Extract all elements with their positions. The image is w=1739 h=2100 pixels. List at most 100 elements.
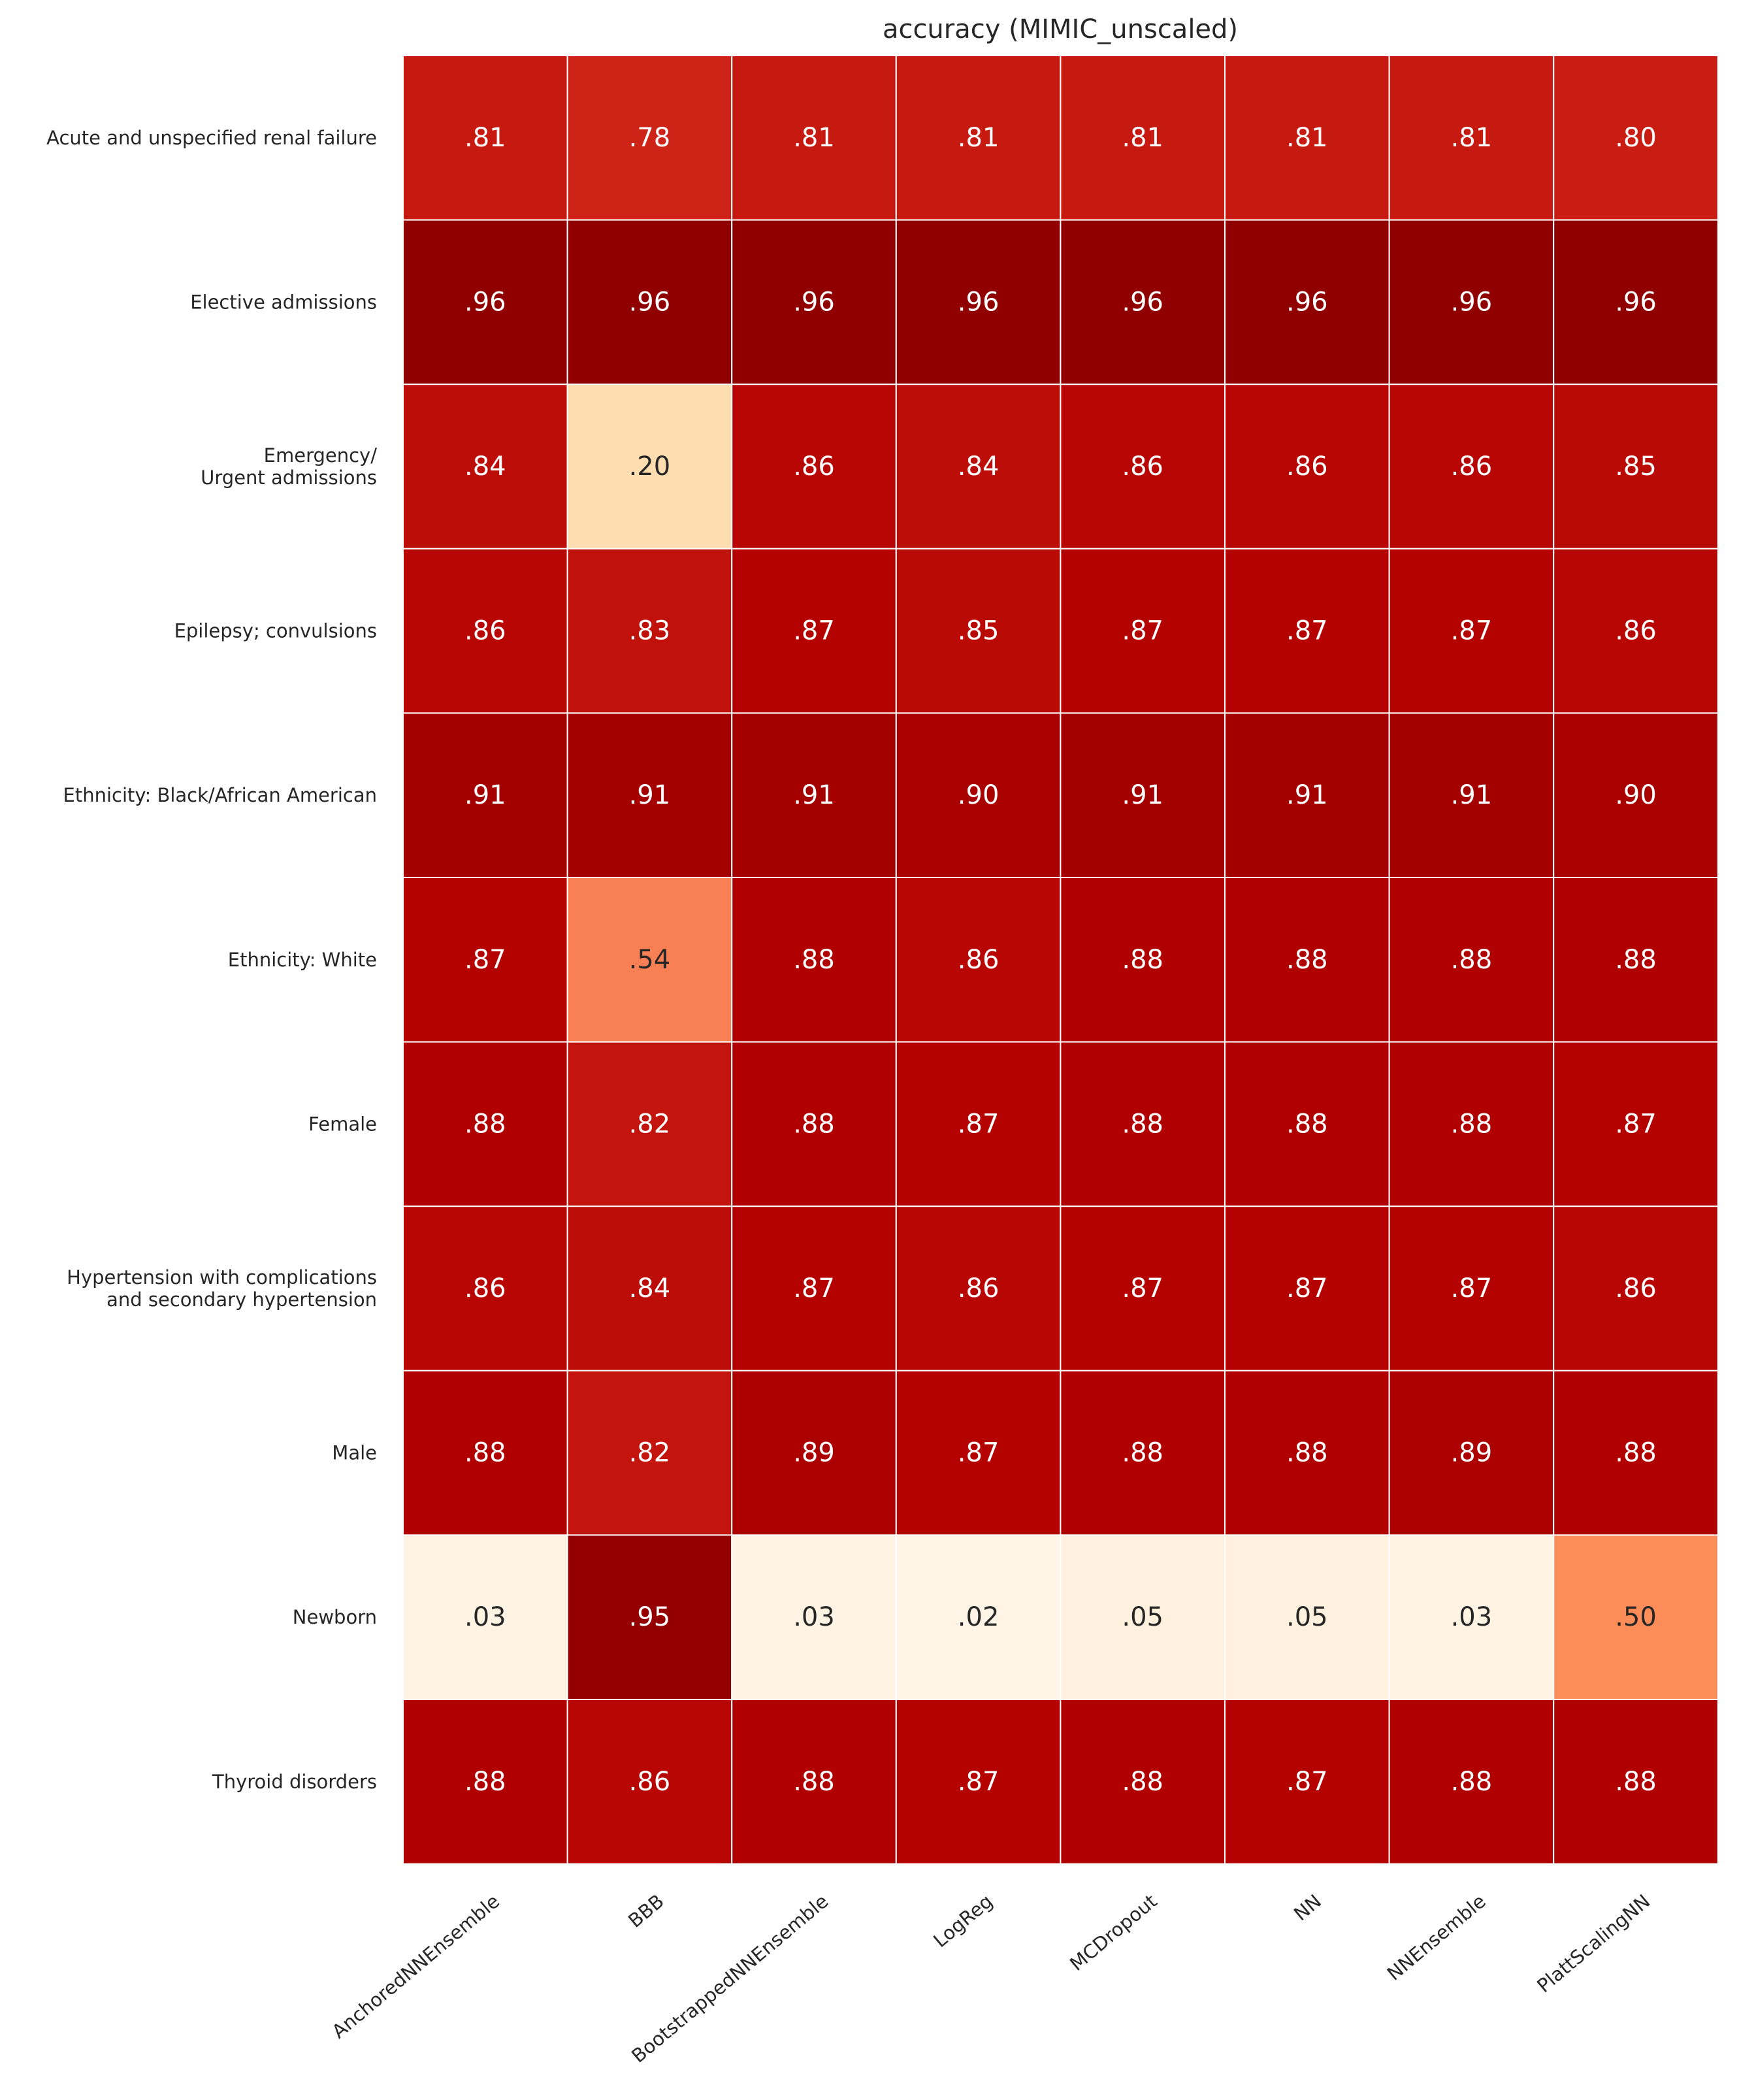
row-label: Acute and unspecified renal failure <box>46 127 377 149</box>
heatmap-cell <box>1553 712 1719 879</box>
cell-value-label: .88 <box>464 1767 506 1797</box>
cell-value-label: .86 <box>1122 451 1163 482</box>
heatmap-cell <box>402 1534 568 1700</box>
cell-value-label: .82 <box>629 1109 671 1139</box>
cell-value-label: .84 <box>958 451 1000 482</box>
cell-value-label: .87 <box>793 616 835 646</box>
cell-value-label: .78 <box>629 123 671 153</box>
heatmap-cell <box>895 712 1062 879</box>
cell-value-label: .54 <box>629 945 671 975</box>
row-label: Elective admissions <box>190 291 377 313</box>
cell-value-label: .80 <box>1615 123 1657 153</box>
cell-value-label: .81 <box>958 123 1000 153</box>
cell-value-label: .81 <box>464 123 506 153</box>
row-label: and secondary hypertension <box>106 1288 377 1311</box>
heatmap-cell <box>1388 1699 1555 1865</box>
heatmap-cell <box>731 712 897 879</box>
heatmap-cell <box>1388 712 1555 879</box>
heatmap-cell <box>1553 219 1719 386</box>
cell-value-label: .02 <box>958 1602 1000 1632</box>
heatmap-cell <box>1553 55 1719 221</box>
heatmap-cell <box>1553 1206 1719 1371</box>
column-label: NN <box>1290 1890 1325 1925</box>
cell-value-label: .87 <box>958 1767 1000 1797</box>
heatmap-cell <box>1060 384 1226 550</box>
row-label: Hypertension with complications <box>67 1266 377 1288</box>
heatmap-cell <box>566 1534 733 1700</box>
heatmap-cell <box>566 384 733 550</box>
cell-value-label: .91 <box>629 780 671 810</box>
heatmap-cell <box>1060 219 1226 386</box>
cell-value-label: .90 <box>958 780 1000 810</box>
heatmap-cell <box>1388 219 1555 386</box>
heatmap-cell <box>566 1041 733 1207</box>
heatmap-cell <box>1388 384 1555 550</box>
cell-value-label: .03 <box>464 1602 506 1632</box>
heatmap-cell <box>1553 384 1719 550</box>
cell-value-label: .87 <box>1286 1273 1328 1304</box>
heatmap-cell <box>731 1534 897 1700</box>
heatmap-cell <box>1388 1370 1555 1536</box>
cell-value-label: .96 <box>629 287 671 317</box>
cell-value-label: .05 <box>1122 1602 1163 1632</box>
cell-value-label: .82 <box>629 1438 671 1468</box>
cell-value-label: .88 <box>793 945 835 975</box>
cell-value-label: .87 <box>793 1273 835 1304</box>
heatmap-cell <box>1388 548 1555 714</box>
heatmap-cell <box>1224 384 1390 550</box>
cell-value-label: .91 <box>1122 780 1163 810</box>
cell-value-label: .88 <box>1286 1438 1328 1468</box>
cell-value-label: .95 <box>629 1602 671 1632</box>
heatmap-cell <box>895 55 1062 221</box>
cell-value-label: .88 <box>1451 945 1493 975</box>
cell-value-label: .88 <box>1615 945 1657 975</box>
heatmap-cell <box>1388 877 1555 1043</box>
column-label: LogReg <box>929 1890 997 1952</box>
column-label: BBB <box>624 1890 668 1931</box>
heatmap-cell <box>1224 1370 1390 1536</box>
heatmap-cell <box>1553 877 1719 1043</box>
heatmap-cell <box>731 384 897 550</box>
column-label: MCDropout <box>1065 1890 1161 1975</box>
cell-value-label: .50 <box>1615 1602 1657 1632</box>
cell-value-label: .96 <box>1122 287 1163 317</box>
cell-value-label: .91 <box>1451 780 1493 810</box>
cell-value-label: .86 <box>1286 451 1328 482</box>
heatmap-cell <box>1224 1206 1390 1371</box>
heatmap-cell <box>566 55 733 221</box>
cell-value-label: .88 <box>1122 1767 1163 1797</box>
heatmap-cell <box>402 1206 568 1371</box>
heatmap-cell <box>895 1699 1062 1865</box>
cell-value-label: .81 <box>793 123 835 153</box>
cell-value-label: .87 <box>1286 616 1328 646</box>
cell-value-label: .96 <box>1615 287 1657 317</box>
cell-value-label: .87 <box>1122 1273 1163 1304</box>
cell-value-label: .86 <box>1615 616 1657 646</box>
row-label: Urgent admissions <box>201 467 377 489</box>
heatmap-cell <box>1060 1699 1226 1865</box>
heatmap-cell <box>1224 55 1390 221</box>
heatmap-cells: .81 .78 .81 .81 .81 .81 .81 .80 .96 .96 .96 .96 .96.… <box>402 55 1719 1865</box>
heatmap-cell <box>895 219 1062 386</box>
row-label: Female <box>308 1113 377 1135</box>
heatmap-cell <box>1060 548 1226 714</box>
cell-value-label: .86 <box>1451 451 1493 482</box>
row-labels: Acute and unspecified renal failure Elect… <box>46 127 377 1793</box>
cell-value-label: .88 <box>1615 1438 1657 1468</box>
cell-value-label: .88 <box>793 1109 835 1139</box>
cell-value-label: .86 <box>1615 1273 1657 1304</box>
heatmap-cell <box>731 548 897 714</box>
heatmap-cell <box>1224 1534 1390 1700</box>
cell-value-label: .85 <box>1615 451 1657 482</box>
heatmap-cell <box>566 1370 733 1536</box>
heatmap-cell <box>1388 1534 1555 1700</box>
cell-value-label: .86 <box>464 616 506 646</box>
cell-value-label: .86 <box>464 1273 506 1304</box>
cell-value-label: .85 <box>958 616 1000 646</box>
heatmap-cell <box>1553 1370 1719 1536</box>
cell-value-label: .88 <box>1122 1438 1163 1468</box>
heatmap-cell <box>1060 877 1226 1043</box>
row-label: Epilepsy; convulsions <box>174 620 377 642</box>
cell-value-label: .87 <box>1451 616 1493 646</box>
